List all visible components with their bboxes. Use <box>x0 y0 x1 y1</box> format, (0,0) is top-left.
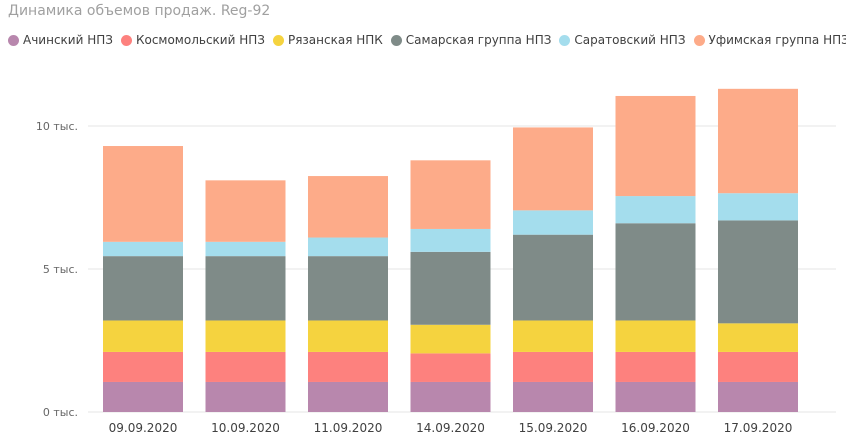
y-tick-label: 10 тыс. <box>36 120 78 133</box>
bar-segment[interactable] <box>410 160 491 229</box>
bar-segment[interactable] <box>615 381 696 412</box>
legend-label: Рязанская НПК <box>287 33 383 47</box>
bars <box>103 88 798 412</box>
y-tick-label: 0 тыс. <box>43 406 78 419</box>
y-axis: 0 тыс. 5 тыс. 10 тыс. <box>36 120 78 419</box>
bar-segment[interactable] <box>308 320 388 352</box>
legend-marker <box>8 34 19 46</box>
legend-marker <box>693 34 705 46</box>
legend-item[interactable]: Саратовский НПЗ <box>559 33 686 47</box>
bar-segment[interactable] <box>615 320 696 352</box>
bar-segment[interactable] <box>615 196 696 224</box>
x-axis: 09.09.2020 10.09.2020 11.09.2020 14.09.2020… <box>109 421 793 435</box>
bar-segment[interactable] <box>308 351 388 382</box>
bar-segment[interactable] <box>718 323 798 352</box>
bar-segment[interactable] <box>513 381 593 412</box>
legend-item[interactable]: Космомольский НПЗ <box>120 33 265 47</box>
x-tick-label: 17.09.2020 <box>724 421 793 435</box>
bar-segment[interactable] <box>103 146 183 242</box>
bar-segment[interactable] <box>308 176 388 238</box>
legend-item[interactable]: Ачинский НПЗ <box>8 33 113 47</box>
bar-segment[interactable] <box>205 180 286 242</box>
bar-segment[interactable] <box>103 256 183 321</box>
bar-segment[interactable] <box>513 234 593 321</box>
bar-segment[interactable] <box>205 320 286 352</box>
bar-segment[interactable] <box>513 127 593 211</box>
legend-item[interactable]: Рязанская НПК <box>272 33 383 47</box>
bar-segment[interactable] <box>205 256 286 321</box>
bar-segment[interactable] <box>103 241 183 257</box>
bar-segment[interactable] <box>103 351 183 382</box>
bar-segment[interactable] <box>410 381 491 412</box>
x-tick-label: 11.09.2020 <box>314 421 383 435</box>
legend-marker <box>120 34 132 46</box>
legend-marker <box>559 34 571 46</box>
bar-segment[interactable] <box>513 210 593 235</box>
bar-segment[interactable] <box>718 351 798 382</box>
bar-segment[interactable] <box>205 241 286 257</box>
stacked-bar-chart: 0 тыс. 5 тыс. 10 тыс. 09.09.2020 10.09.2020… <box>36 88 836 435</box>
bar-segment[interactable] <box>718 88 798 194</box>
bar-segment[interactable] <box>410 251 491 325</box>
bar-segment[interactable] <box>615 351 696 382</box>
bar-segment[interactable] <box>410 228 491 252</box>
legend-item[interactable]: Уфимская группа НПЗ <box>693 33 846 47</box>
bar-segment[interactable] <box>205 381 286 412</box>
bar-segment[interactable] <box>308 381 388 412</box>
legend-item[interactable]: Самарская группа НПЗ <box>390 33 552 47</box>
y-tick-label: 5 тыс. <box>43 263 78 276</box>
legend-marker <box>390 34 402 46</box>
bar-segment[interactable] <box>513 351 593 382</box>
legend-label: Самарская группа НПЗ <box>405 33 552 47</box>
legend: Ачинский НПЗ Космомольский НПЗ Рязанская Н… <box>8 33 846 47</box>
legend-label: Уфимская группа НПЗ <box>708 33 846 47</box>
bar-segment[interactable] <box>308 237 388 257</box>
bar-segment[interactable] <box>410 324 491 354</box>
bar-segment[interactable] <box>410 353 491 382</box>
legend-label: Космомольский НПЗ <box>135 33 265 47</box>
bar-segment[interactable] <box>103 381 183 412</box>
x-tick-label: 10.09.2020 <box>211 421 280 435</box>
x-tick-label: 14.09.2020 <box>416 421 485 435</box>
x-tick-label: 09.09.2020 <box>109 421 178 435</box>
legend-label: Ачинский НПЗ <box>23 33 113 47</box>
legend-marker <box>272 34 284 46</box>
bar-segment[interactable] <box>615 223 696 321</box>
x-tick-label: 15.09.2020 <box>519 421 588 435</box>
bar-segment[interactable] <box>308 256 388 321</box>
bar-segment[interactable] <box>103 320 183 352</box>
bar-segment[interactable] <box>205 351 286 382</box>
bar-segment[interactable] <box>718 381 798 412</box>
bar-segment[interactable] <box>615 95 696 197</box>
bar-segment[interactable] <box>718 193 798 221</box>
legend-label: Саратовский НПЗ <box>574 33 686 47</box>
bar-segment[interactable] <box>718 220 798 324</box>
chart-title: Динамика объемов продаж. Reg-92 <box>8 3 271 19</box>
x-tick-label: 16.09.2020 <box>621 421 690 435</box>
bar-segment[interactable] <box>513 320 593 352</box>
